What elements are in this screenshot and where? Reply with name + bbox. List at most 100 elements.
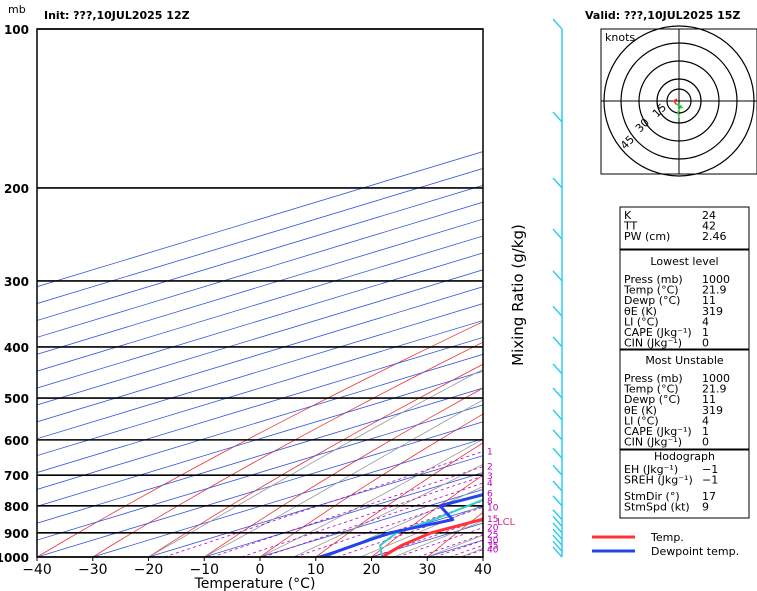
wind-barb xyxy=(552,464,563,476)
wind-barb xyxy=(552,534,563,546)
hodograph-trace-upper xyxy=(672,98,678,105)
wind-barb xyxy=(552,429,563,441)
mixing-ratio-label: 1 xyxy=(487,447,493,457)
mixing-ratio-line xyxy=(372,518,483,557)
index-value: 0 xyxy=(702,337,709,350)
isotherm xyxy=(37,387,483,524)
wind-barb xyxy=(552,363,563,375)
moist-adiabat xyxy=(293,463,483,557)
pressure-tick-label: 200 xyxy=(4,182,29,196)
x-tick-label: 10 xyxy=(307,562,325,578)
index-label: θE (K) xyxy=(624,305,657,318)
wind-barb xyxy=(552,480,563,492)
table-box xyxy=(619,449,750,519)
isotherm xyxy=(37,235,483,372)
wind-barb xyxy=(552,515,563,527)
isotherm xyxy=(37,353,483,490)
x-tick-label: 40 xyxy=(474,562,492,578)
x-tick-label: −40 xyxy=(22,562,52,578)
wind-barb xyxy=(552,528,563,540)
mixing-ratio-line xyxy=(164,451,483,557)
index-value: 11 xyxy=(702,393,716,406)
index-value: 319 xyxy=(702,404,723,417)
index-value: 2.46 xyxy=(702,230,727,243)
x-tick-label: −30 xyxy=(78,562,108,578)
dry-adiabat xyxy=(37,321,483,557)
mixing-ratio-label: 2 xyxy=(487,463,493,473)
wind-barb xyxy=(552,336,563,348)
plot-frame xyxy=(36,28,484,558)
pressure-tick-label: 900 xyxy=(4,527,29,541)
mixing-ratio-label: 6 xyxy=(487,489,493,499)
pressure-tick-label: 800 xyxy=(4,500,29,514)
mixing-ratio-label: 25 xyxy=(487,531,498,541)
wind-barb xyxy=(552,387,563,399)
index-label: StmDir (°) xyxy=(624,490,680,503)
pressure-tick-label: 600 xyxy=(4,434,29,448)
index-value: −1 xyxy=(702,474,718,487)
pressure-tick-label: 400 xyxy=(4,341,29,355)
table-section-title: Lowest level xyxy=(650,255,718,268)
index-value: 17 xyxy=(702,490,716,503)
isotherm xyxy=(92,438,483,557)
wind-barb xyxy=(552,228,563,240)
isotherm xyxy=(37,421,483,557)
isotherm xyxy=(37,168,483,305)
mixing-ratio-label: 15 xyxy=(487,515,498,525)
table-section-title: Hodograph xyxy=(654,450,715,463)
mixing-ratio-label: 35 xyxy=(487,541,498,551)
table-box xyxy=(619,206,750,250)
table-box xyxy=(619,349,750,450)
isotherm xyxy=(37,201,483,338)
index-label: Temp (°C) xyxy=(623,383,679,396)
index-value: 0 xyxy=(702,436,709,449)
index-label: SREH (Jkg⁻¹) xyxy=(624,474,693,487)
index-value: −1 xyxy=(702,463,718,476)
isotherm xyxy=(37,184,483,321)
index-value: 21.9 xyxy=(702,383,727,396)
mixing-ratio-label: 3 xyxy=(487,472,493,482)
dry-adiabat xyxy=(204,387,483,557)
pressure-tick-label: 100 xyxy=(4,23,29,37)
index-value: 1 xyxy=(702,425,709,438)
index-label: PW (cm) xyxy=(624,230,670,243)
x-tick-label: −20 xyxy=(134,562,164,578)
profile-dewpoint xyxy=(320,493,483,557)
pressure-unit-label: mb xyxy=(8,3,26,16)
index-label: Press (mb) xyxy=(624,273,683,286)
wind-barb xyxy=(552,409,563,421)
mixing-ratio-line xyxy=(241,475,483,557)
dry-adiabat xyxy=(92,341,483,557)
index-label: θE (K) xyxy=(624,404,657,417)
mixing-ratio-line xyxy=(212,466,483,557)
legend-label: Temp. xyxy=(650,531,684,544)
index-label: CAPE (Jkg⁻¹) xyxy=(624,425,692,438)
hodograph-unit: knots xyxy=(605,31,635,44)
mixing-ratio-line xyxy=(337,506,483,557)
index-label: LI (°C) xyxy=(624,414,659,427)
index-value: 319 xyxy=(702,305,723,318)
wind-barb xyxy=(552,495,563,507)
sounding-profiles xyxy=(320,493,483,557)
index-label: CIN (Jkg⁻¹) xyxy=(624,337,682,350)
wind-barb xyxy=(552,270,563,282)
x-tick-label: 20 xyxy=(363,562,381,578)
x-axis-label: Temperature (°C) xyxy=(194,576,316,591)
x-tick-label: 0 xyxy=(256,562,265,578)
init-time: Init: ???,10JUL2025 12Z xyxy=(44,9,190,22)
pressure-tick-label: 1000 xyxy=(0,551,29,565)
mixing-ratio-label: 30 xyxy=(487,536,499,546)
moist-adiabat xyxy=(326,486,483,557)
isotherm xyxy=(148,455,483,557)
index-value: 4 xyxy=(702,315,709,328)
index-label: CIN (Jkg⁻¹) xyxy=(624,436,682,449)
index-label: CAPE (Jkg⁻¹) xyxy=(624,326,692,339)
index-value: 42 xyxy=(702,220,716,233)
profile-parcel xyxy=(379,498,483,557)
mixing-ratio-label: 8 xyxy=(487,497,493,507)
mixing-ratio-label: 20 xyxy=(487,524,499,534)
index-value: 24 xyxy=(702,209,716,222)
index-label: Press (mb) xyxy=(624,372,683,385)
